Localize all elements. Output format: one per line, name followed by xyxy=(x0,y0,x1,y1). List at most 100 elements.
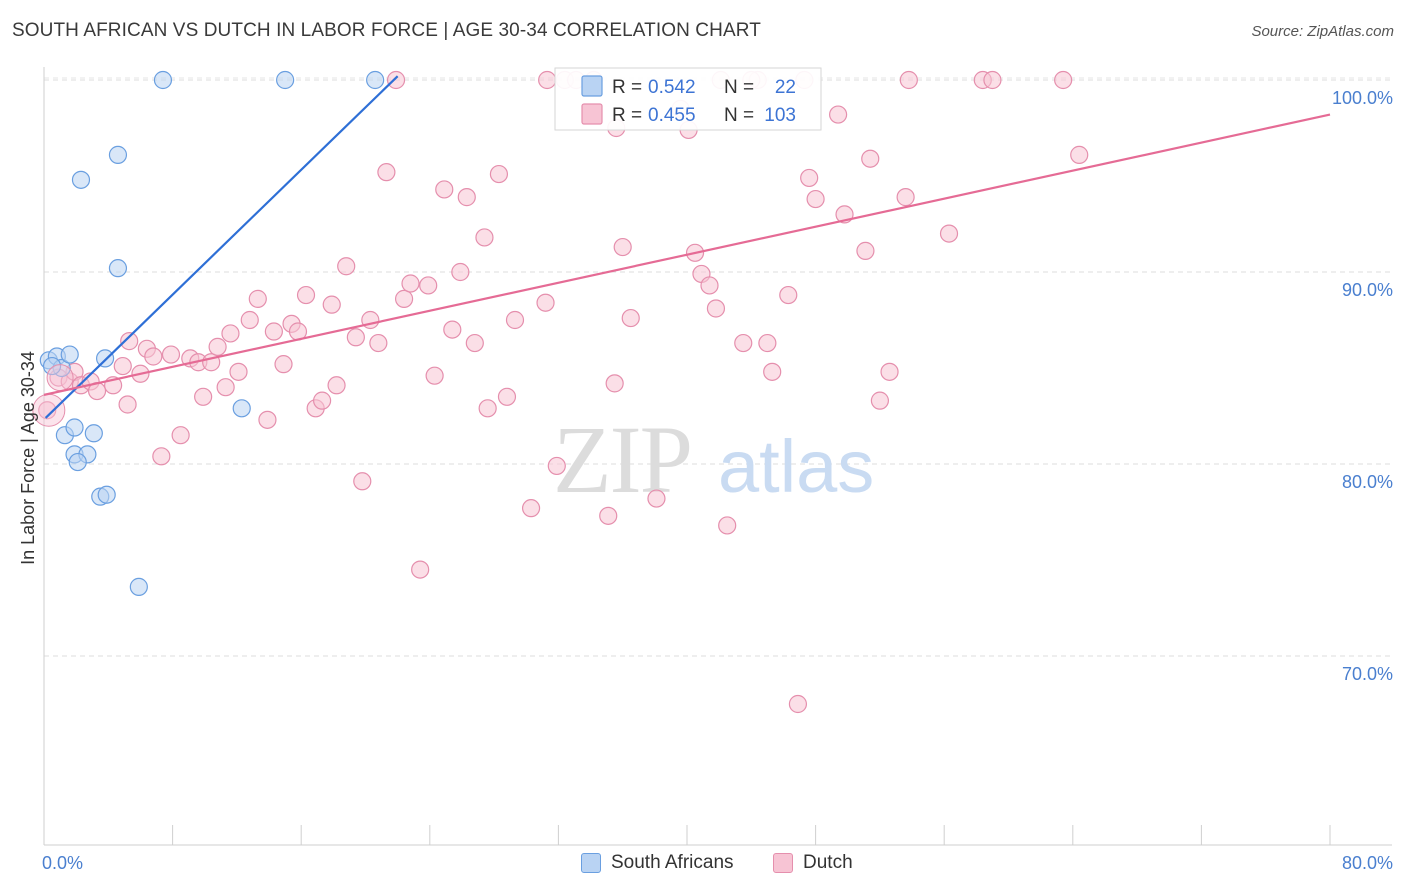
south-africans-point xyxy=(95,349,115,368)
dutch-point xyxy=(788,694,808,714)
legend-n-value: 103 xyxy=(764,105,796,126)
dutch-point xyxy=(538,70,557,90)
watermark-atlas: atlas xyxy=(718,425,874,508)
dutch-point xyxy=(758,333,777,353)
dutch-point xyxy=(856,241,875,260)
watermark-zip: ZIP xyxy=(553,406,691,513)
y-tick-label: 80.0% xyxy=(1342,472,1393,492)
south-africans-point xyxy=(108,259,128,278)
data-points xyxy=(32,70,1089,714)
y-tick-label: 90.0% xyxy=(1342,280,1393,300)
watermark: ZIP atlas xyxy=(553,406,874,513)
south-africans-point xyxy=(65,418,84,437)
dutch-point xyxy=(258,410,277,429)
chart-title: SOUTH AFRICAN VS DUTCH IN LABOR FORCE | … xyxy=(12,20,761,41)
dutch-point xyxy=(613,237,632,257)
dutch-trend-line xyxy=(43,113,1331,396)
dutch-point xyxy=(274,355,293,374)
dutch-point xyxy=(240,310,259,330)
dutch-point xyxy=(505,310,525,330)
dutch-point xyxy=(896,188,915,207)
dutch-point xyxy=(521,499,541,518)
dutch-point xyxy=(248,289,267,308)
legend-box: R = 0.542 N = 22 R = 0.455 N = 103 xyxy=(554,67,822,131)
dutch-point xyxy=(386,70,406,90)
dutch-point xyxy=(700,276,719,295)
dutch-point xyxy=(369,333,388,353)
south-africans-trend-line xyxy=(44,75,399,419)
dutch-point xyxy=(806,189,825,209)
dutch-point xyxy=(264,322,283,341)
dutch-point xyxy=(605,374,624,393)
legend-item-dutch[interactable]: Dutch xyxy=(773,852,853,874)
south-africans-point xyxy=(366,70,385,90)
south-africans-swatch xyxy=(581,853,601,873)
x-tick-label: 80.0% xyxy=(1342,853,1393,873)
dutch-point xyxy=(734,333,753,353)
dutch-point xyxy=(425,366,444,385)
dutch-point xyxy=(322,295,341,314)
tick-labels: 100.0% 90.0% 80.0% 70.0% 0.0% 80.0% In Labor F… xyxy=(18,88,1393,873)
dutch-point xyxy=(547,456,566,476)
chart-source: Source: ZipAtlas.com xyxy=(1251,23,1394,40)
dutch-point xyxy=(346,328,365,347)
south-africans-point xyxy=(129,577,148,596)
south-africans-point xyxy=(42,356,62,376)
dutch-point xyxy=(419,276,438,295)
dutch-point xyxy=(899,70,918,90)
south-africans-point xyxy=(71,170,91,189)
dutch-point xyxy=(171,426,190,445)
dutch-point xyxy=(401,274,420,293)
dutch-point xyxy=(489,164,509,184)
south-africans-point xyxy=(84,424,103,443)
dutch-point xyxy=(394,289,414,308)
dutch-point xyxy=(120,332,139,351)
y-axis-label: In Labor Force | Age 30-34 xyxy=(18,351,38,565)
dutch-point xyxy=(327,376,346,395)
dutch-point xyxy=(411,560,430,579)
legend-r-label: R = xyxy=(612,105,642,126)
y-tick-label: 100.0% xyxy=(1332,88,1393,108)
dutch-point xyxy=(118,395,137,414)
dutch-point xyxy=(478,399,497,418)
dutch-point xyxy=(451,262,470,282)
dutch-swatch xyxy=(773,853,793,873)
dutch-point xyxy=(435,180,454,199)
south-africans-point xyxy=(153,70,173,90)
dutch-point xyxy=(870,391,890,410)
trend-lines xyxy=(43,75,1331,419)
dutch-point xyxy=(161,345,181,364)
dutch-point xyxy=(983,70,1002,90)
legend-r-value: 0.455 xyxy=(648,105,696,126)
legend-n-label: N = xyxy=(724,77,754,98)
dutch-point xyxy=(144,347,163,366)
south-africans-point xyxy=(97,485,116,504)
dutch-point xyxy=(377,163,396,182)
dutch-point xyxy=(46,364,74,392)
south-africans-point xyxy=(68,452,87,472)
y-tick-label: 70.0% xyxy=(1342,664,1393,684)
dutch-point xyxy=(829,105,848,124)
legend-swatch-south-africans xyxy=(581,75,603,97)
dutch-point xyxy=(216,378,235,397)
legend-r-value: 0.542 xyxy=(648,77,696,98)
dutch-point xyxy=(1054,70,1073,90)
dutch-point xyxy=(779,285,798,305)
bottom-legend: South Africans Dutch xyxy=(0,852,1406,878)
dutch-point xyxy=(443,320,462,339)
dutch-point xyxy=(229,362,248,381)
legend-item-south-africans[interactable]: South Africans xyxy=(581,852,734,874)
legend-n-label: N = xyxy=(724,105,754,126)
dutch-point xyxy=(1070,145,1089,164)
legend-n-value: 22 xyxy=(775,77,796,98)
dutch-point xyxy=(621,308,640,328)
dutch-point xyxy=(113,356,132,376)
dutch-point xyxy=(475,228,494,247)
dutch-point xyxy=(457,188,476,207)
dutch-point xyxy=(536,293,555,312)
south-africans-point xyxy=(232,399,251,418)
legend-label-south-africans: South Africans xyxy=(611,852,734,873)
dutch-point xyxy=(353,472,372,491)
dutch-point xyxy=(152,447,171,466)
